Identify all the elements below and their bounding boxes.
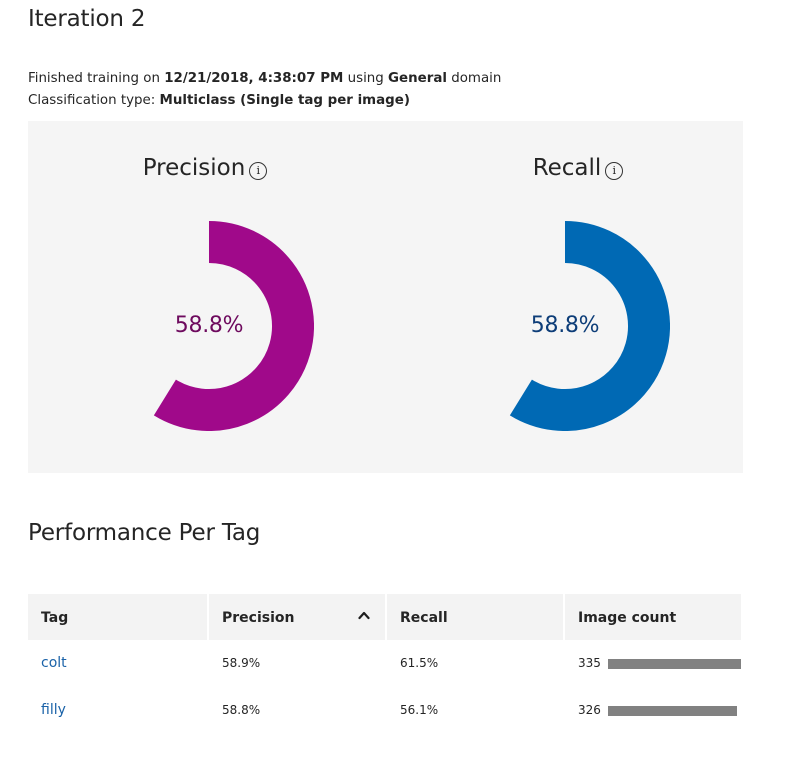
precision-arc [153, 221, 314, 431]
section-title: Performance Per Tag [28, 520, 261, 546]
precision-label: Precision [142, 155, 246, 181]
classification-label: Classification type: [28, 93, 160, 108]
classification-info: Classification type: Multiclass (Single … [28, 93, 410, 108]
training-info: Finished training on 12/21/2018, 4:38:07… [28, 71, 501, 86]
training-info-prefix: Finished training on [28, 71, 165, 86]
page-title: Iteration 2 [28, 6, 146, 32]
metrics-panel: Precision i Recall i 58.8% 58.8% [28, 121, 743, 473]
column-header-tag[interactable]: Tag [41, 610, 69, 626]
tag-link[interactable]: filly [41, 702, 66, 718]
tag-link[interactable]: colt [41, 655, 67, 671]
precision-heading: Precision i [55, 155, 355, 181]
chevron-up-icon[interactable] [358, 610, 370, 620]
info-icon[interactable]: i [605, 162, 624, 180]
recall-label: Recall [532, 155, 602, 181]
image-count-bar [608, 706, 738, 716]
column-divider [563, 594, 565, 640]
classification-type: Multiclass (Single tag per image) [159, 93, 410, 108]
recall-value: 58.8% [530, 313, 600, 338]
column-header-image-count[interactable]: Image count [578, 610, 677, 626]
column-header-precision[interactable]: Precision [209, 594, 385, 640]
tag-recall: 56.1% [400, 703, 439, 717]
precision-donut-chart [153, 221, 314, 431]
info-icon[interactable]: i [249, 162, 268, 180]
column-header-recall[interactable]: Recall [400, 610, 448, 626]
tag-precision: 58.9% [222, 656, 261, 670]
recall-donut-chart [509, 221, 670, 431]
recall-arc [509, 221, 670, 431]
tag-precision: 58.8% [222, 703, 261, 717]
tag-recall: 61.5% [400, 656, 439, 670]
training-info-middle: using [343, 71, 389, 86]
column-divider [207, 594, 209, 640]
recall-heading: Recall i [428, 155, 728, 181]
precision-value: 58.8% [174, 313, 244, 338]
table-header: Tag Precision Recall Image count [28, 594, 741, 640]
training-info-suffix: domain [446, 71, 502, 86]
table-row: colt 58.9% 61.5% 335 [28, 642, 741, 688]
column-header-precision-label: Precision [222, 610, 295, 626]
tag-image-count: 335 [578, 656, 601, 670]
training-domain: General [388, 71, 447, 86]
training-date: 12/21/2018, 4:38:07 PM [164, 71, 344, 86]
table-row: filly 58.8% 56.1% 326 [28, 689, 741, 735]
tag-image-count: 326 [578, 703, 601, 717]
image-count-bar [608, 659, 741, 669]
column-divider [385, 594, 387, 640]
